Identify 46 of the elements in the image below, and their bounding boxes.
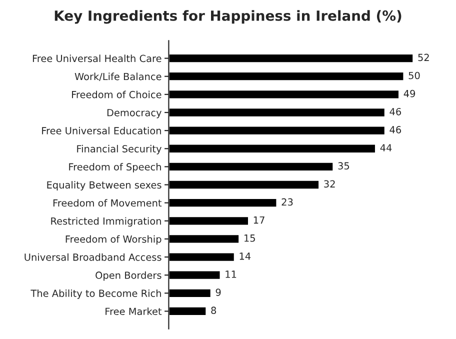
y-tick-label: Work/Life Balance (74, 72, 162, 81)
data-label: 35 (338, 162, 350, 170)
data-label: 46 (390, 108, 402, 116)
y-tick-label: The Ability to Become Rich (30, 289, 161, 299)
data-label: 32 (324, 180, 335, 188)
bar (168, 234, 240, 244)
bar (168, 161, 334, 172)
y-tick-label: Free Universal Education (42, 126, 161, 134)
y-tick-label: Financial Security (77, 144, 162, 154)
y-tick-label: Free Universal Health Care (32, 54, 162, 62)
data-label: 23 (282, 198, 293, 206)
bar (168, 270, 222, 280)
data-label: 8 (211, 306, 216, 314)
bar (168, 53, 414, 64)
data-label: 49 (404, 90, 416, 98)
data-label: 52 (418, 54, 429, 62)
data-label: 11 (226, 270, 236, 278)
chart-title: Key Ingredients for Happiness in Ireland (%) (54, 10, 402, 24)
bar (168, 288, 212, 298)
y-tick-label: Equality Between sexes (47, 181, 162, 190)
bar (168, 107, 386, 118)
bar (168, 252, 236, 262)
bar (168, 216, 250, 226)
data-label: 17 (254, 216, 264, 224)
bar (168, 180, 320, 190)
y-tick-label: Free Market (106, 308, 162, 316)
y-tick-label: Open Borders (96, 271, 162, 281)
bar (168, 143, 376, 154)
data-label: 44 (380, 144, 392, 152)
y-tick-label: Freedom of Choice (72, 90, 162, 98)
bar (168, 125, 386, 136)
y-tick-label: Freedom of Speech (69, 162, 161, 172)
y-tick-label: Restricted Immigration (51, 217, 161, 227)
data-label: 14 (240, 252, 251, 260)
y-tick-label: Democracy (107, 109, 162, 118)
bar (168, 89, 400, 100)
bar (168, 71, 405, 82)
data-label: 46 (390, 126, 402, 134)
y-tick-label: Freedom of Worship (66, 235, 162, 245)
data-label: 50 (408, 72, 420, 80)
data-label: 9 (216, 288, 221, 296)
bar (168, 306, 208, 316)
y-tick-label: Universal Broadband Access (24, 253, 162, 261)
y-tick-label: Freedom of Movement (53, 199, 162, 207)
bar (168, 198, 278, 208)
data-label: 15 (244, 234, 255, 242)
